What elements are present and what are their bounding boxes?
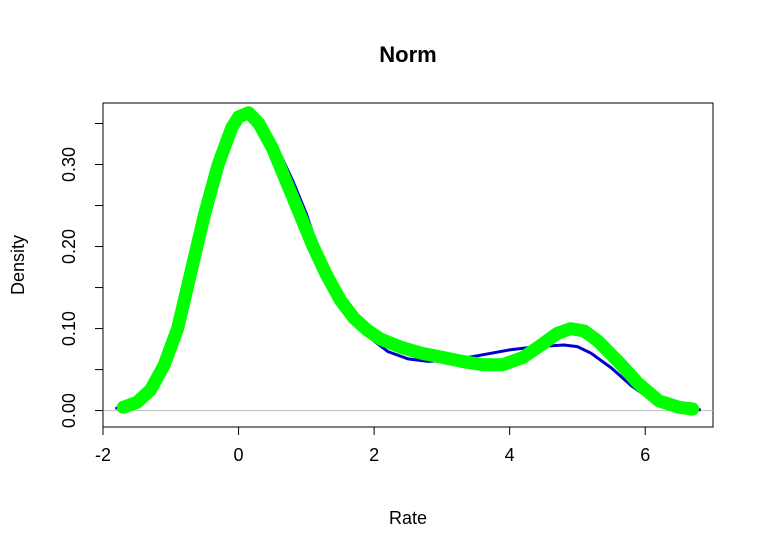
y-axis-label: Density bbox=[8, 235, 28, 295]
density-line-1 bbox=[115, 113, 701, 412]
y-tick-label: 0.30 bbox=[59, 147, 79, 182]
x-tick-label: 4 bbox=[505, 445, 515, 465]
y-axis: 0.00 0.10 0.20 0.30 bbox=[59, 123, 104, 428]
x-tick-label: -2 bbox=[95, 445, 111, 465]
x-tick-label: 6 bbox=[640, 445, 650, 465]
x-tick-label: 0 bbox=[234, 445, 244, 465]
y-tick-label: 0.10 bbox=[59, 311, 79, 346]
y-tick-label: 0.20 bbox=[59, 229, 79, 264]
x-axis-label: Rate bbox=[389, 508, 427, 528]
chart-title: Norm bbox=[379, 42, 436, 67]
x-tick-label: 2 bbox=[369, 445, 379, 465]
y-tick-label: 0.00 bbox=[59, 393, 79, 428]
density-line-2 bbox=[116, 106, 700, 416]
x-axis: -2 0 2 4 6 bbox=[95, 426, 650, 465]
plot-area bbox=[103, 106, 713, 416]
